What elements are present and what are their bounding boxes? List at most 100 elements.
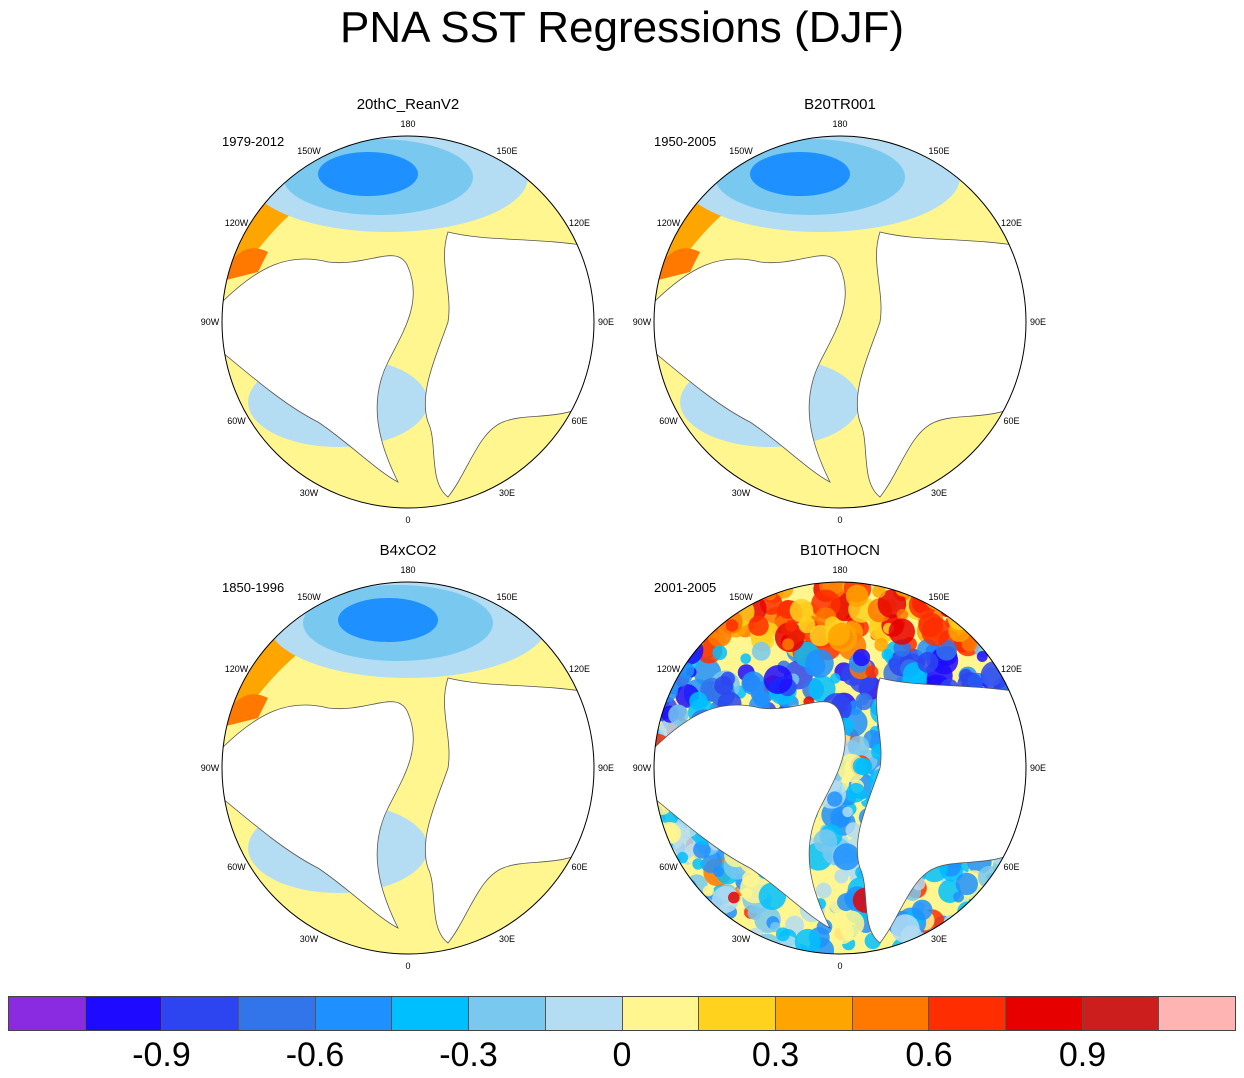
sst-speckle — [978, 629, 999, 650]
sst-speckle — [986, 928, 1007, 949]
colorbar-box — [162, 997, 240, 1030]
map-panel-3: B4xCO2 1850-1996 180 150E 120E 90E 60E 30E 0 30… — [188, 542, 628, 982]
sst-speckle — [654, 644, 669, 660]
sst-speckle — [1017, 586, 1026, 600]
panel-years: 1979-2012 — [222, 134, 285, 149]
sst-speckle — [1009, 582, 1026, 597]
sst-speckle — [994, 897, 1024, 928]
panel-title: 20thC_ReanV2 — [356, 96, 460, 113]
sst-speckle — [953, 891, 965, 903]
longitude-label: 120W — [224, 218, 249, 228]
sst-speckle — [654, 904, 670, 919]
sst-speckle — [872, 584, 886, 598]
sst-speckle — [692, 858, 704, 870]
longitude-label: 180 — [400, 565, 416, 575]
colorbar-box — [469, 997, 546, 1030]
sst-cold-core — [750, 152, 850, 196]
sst-speckle — [998, 873, 1024, 899]
longitude-label: 0 — [837, 961, 843, 971]
sst-speckle — [991, 643, 1013, 665]
sst-speckle — [993, 618, 1008, 633]
sst-speckle — [672, 834, 697, 860]
sst-speckle — [670, 641, 689, 661]
sst-speckle — [1004, 639, 1024, 658]
sst-speckle — [782, 638, 795, 651]
sst-speckle — [970, 929, 999, 954]
sst-speckle — [1003, 582, 1026, 599]
sst-speckle — [815, 882, 832, 899]
sst-speckle — [865, 665, 879, 679]
land-mask — [654, 255, 846, 483]
sst-cold-core — [318, 152, 418, 196]
sst-speckle — [847, 735, 870, 758]
longitude-label: 180 — [832, 119, 848, 129]
sst-speckle — [702, 938, 714, 950]
longitude-label: 30W — [299, 488, 319, 499]
longitude-label: 60E — [571, 416, 588, 426]
sst-speckle — [845, 822, 862, 838]
colorbar — [8, 996, 1236, 1031]
sst-speckle — [741, 671, 766, 696]
longitude-label: 90E — [1029, 317, 1047, 327]
sst-speckle — [665, 606, 693, 634]
sst-speckle — [881, 648, 893, 661]
sst-speckle — [798, 616, 816, 634]
sst-speckle — [874, 637, 888, 652]
sst-speckle — [785, 619, 798, 632]
longitude-label: 150W — [297, 145, 321, 156]
sst-speckle — [809, 624, 832, 647]
sst-speckle — [682, 932, 697, 948]
sst-speckle — [834, 869, 849, 884]
colorbar-tick-label: -0.6 — [285, 1036, 345, 1074]
longitude-label: 30E — [930, 934, 948, 945]
sst-speckle — [752, 941, 767, 954]
colorbar-box — [852, 997, 930, 1030]
sst-speckle — [1011, 879, 1026, 902]
sst-speckle — [997, 618, 1019, 640]
sst-speckle — [665, 898, 687, 920]
sst-speckle — [654, 880, 673, 905]
colorbar-box — [545, 997, 623, 1030]
sst-speckle — [1008, 894, 1024, 910]
longitude-label: 30W — [731, 934, 751, 945]
sst-speckle — [968, 931, 997, 954]
sst-speckle — [955, 590, 970, 605]
longitude-label: 60E — [1003, 862, 1020, 872]
longitude-label: 60E — [571, 862, 588, 872]
polar-map — [221, 135, 595, 509]
longitude-label: 180 — [400, 119, 416, 129]
longitude-label: 150E — [496, 145, 518, 156]
longitude-label: 30E — [498, 934, 516, 945]
colorbar-box — [392, 997, 470, 1030]
sst-speckle — [677, 599, 698, 621]
sst-speckle — [654, 871, 672, 899]
sst-speckle — [921, 617, 951, 646]
longitude-label: 150W — [729, 591, 753, 602]
colorbar-box — [699, 997, 776, 1030]
panel-years: 1950-2005 — [654, 134, 717, 149]
sst-speckle — [664, 611, 694, 641]
sst-speckle — [838, 910, 865, 937]
colorbar-tick-label: -0.3 — [439, 1036, 498, 1074]
longitude-label: 150W — [297, 591, 321, 602]
sst-speckle — [953, 598, 970, 615]
colorbar-tick-label: 0 — [612, 1036, 632, 1074]
sst-speckle — [997, 606, 1026, 636]
sst-speckle — [837, 893, 856, 912]
sst-speckle — [702, 885, 714, 897]
sst-speckle — [992, 623, 1006, 638]
longitude-label: 150E — [928, 145, 950, 156]
longitude-label: 60W — [227, 862, 246, 872]
sst-speckle — [981, 582, 1001, 595]
sst-speckle — [701, 912, 726, 937]
sst-speckle — [716, 596, 730, 611]
sst-speckle — [740, 653, 752, 664]
longitude-label: 120W — [224, 664, 249, 674]
longitude-label: 0 — [405, 961, 411, 971]
longitude-label: 120W — [656, 664, 681, 674]
colorbar-tick-label: 0.6 — [905, 1036, 953, 1074]
sst-speckle — [976, 651, 988, 662]
sst-speckle — [713, 866, 724, 878]
sst-speckle — [816, 919, 833, 935]
sst-speckle — [654, 631, 664, 643]
